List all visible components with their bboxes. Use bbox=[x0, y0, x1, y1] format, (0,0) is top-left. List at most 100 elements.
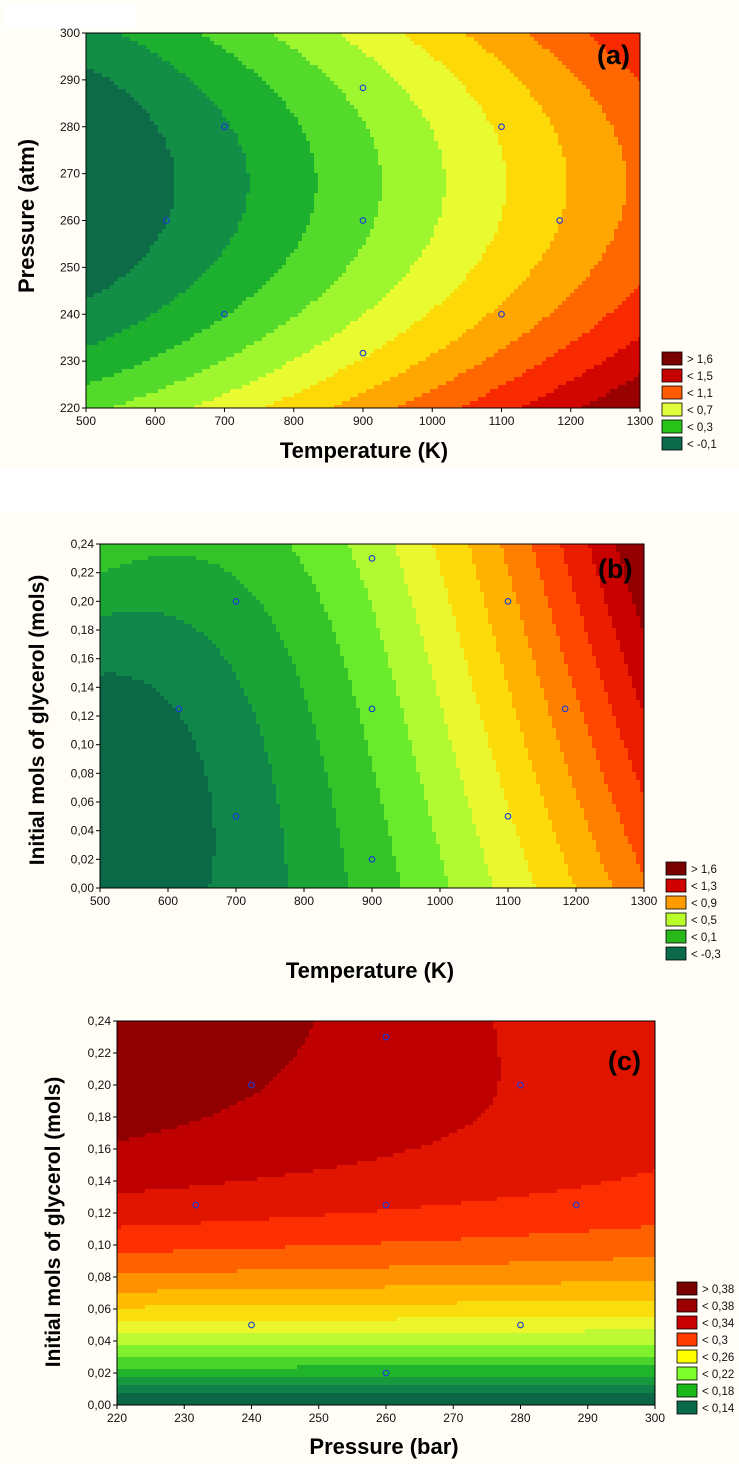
legend-label: < 0,9 bbox=[691, 898, 717, 910]
legend-swatch bbox=[665, 861, 687, 876]
legend-label: < 1,3 bbox=[691, 881, 717, 893]
legend-label: < 0,7 bbox=[687, 405, 713, 417]
design-point bbox=[359, 84, 367, 92]
y-tick-label: 0,20 bbox=[88, 1078, 112, 1092]
x-tick-label: 800 bbox=[284, 414, 304, 428]
x-tick-label: 600 bbox=[158, 894, 178, 908]
y-tick-label: 0,00 bbox=[71, 881, 95, 895]
legend-label: < 0,14 bbox=[702, 1403, 735, 1415]
x-tick-label: 1000 bbox=[419, 414, 446, 428]
x-tick-label: 900 bbox=[362, 894, 382, 908]
design-point bbox=[368, 855, 376, 863]
x-tick-label: 900 bbox=[353, 414, 373, 428]
legend-label: < 0,38 bbox=[702, 1301, 734, 1313]
x-tick-label: 1100 bbox=[495, 894, 521, 908]
legend-swatch bbox=[661, 351, 683, 366]
legend-swatch bbox=[665, 895, 687, 910]
x-axis-title: Temperature (K) bbox=[280, 438, 448, 463]
contour-plot-a: (a) 500 600 700 800 900 1000 1100 1200 1300 220 23… bbox=[0, 0, 739, 468]
y-tick-label: 0,06 bbox=[71, 795, 95, 809]
design-point bbox=[192, 1201, 200, 1209]
design-point bbox=[175, 705, 183, 713]
y-tick-label: 0,12 bbox=[71, 709, 95, 723]
y-tick-label: 270 bbox=[60, 167, 80, 181]
x-tick-label: 500 bbox=[90, 894, 110, 908]
x-tick-label: 300 bbox=[645, 1411, 665, 1425]
design-point bbox=[556, 217, 564, 224]
design-point bbox=[382, 1369, 390, 1377]
x-tick-label: 600 bbox=[145, 414, 165, 428]
x-tick-label: 1200 bbox=[563, 894, 590, 908]
legend-swatch bbox=[661, 385, 683, 400]
legend-swatch bbox=[676, 1281, 698, 1296]
y-tick-label: 0,04 bbox=[88, 1334, 112, 1348]
y-tick-label: 0,12 bbox=[88, 1206, 112, 1220]
design-point bbox=[368, 554, 376, 562]
legend-label: > 1,6 bbox=[687, 354, 713, 366]
y-tick-label: 260 bbox=[60, 214, 80, 228]
legend-label: < 0,34 bbox=[702, 1318, 735, 1330]
y-tick-label: 0,22 bbox=[71, 566, 95, 580]
design-point bbox=[561, 705, 569, 713]
y-tick-label: 0,14 bbox=[71, 680, 95, 694]
panel-label: (b) bbox=[598, 554, 632, 584]
legend-label: < -0,1 bbox=[687, 439, 717, 451]
x-axis-title: Temperature (K) bbox=[286, 958, 454, 983]
legend-label: > 1,6 bbox=[691, 864, 717, 876]
legend-swatch bbox=[661, 402, 683, 417]
legend-swatch bbox=[661, 368, 683, 383]
x-tick-label: 250 bbox=[309, 1411, 329, 1425]
y-tick-label: 0,18 bbox=[71, 623, 95, 637]
design-point bbox=[248, 1321, 255, 1329]
design-point bbox=[498, 123, 505, 131]
x-axis-title: Pressure (bar) bbox=[309, 1434, 458, 1459]
x-tick-label: 230 bbox=[174, 1411, 194, 1425]
contour-bands bbox=[100, 544, 645, 889]
x-tick-label: 800 bbox=[294, 894, 314, 908]
panel-label: (c) bbox=[608, 1046, 641, 1076]
y-tick-label: 0,14 bbox=[88, 1174, 112, 1188]
x-tick-label: 1300 bbox=[631, 894, 658, 908]
legend-swatch bbox=[676, 1298, 698, 1313]
x-tick-label: 1300 bbox=[627, 414, 654, 428]
contour-plot-b: (b) 500 600 700 800 900 1000 1100 1200 1300 0,00 0… bbox=[0, 512, 739, 986]
legend-swatch bbox=[676, 1383, 698, 1398]
legend-swatch bbox=[665, 929, 687, 944]
y-tick-label: 0,06 bbox=[88, 1302, 112, 1316]
design-point bbox=[221, 310, 228, 318]
y-tick-label: 0,16 bbox=[88, 1142, 112, 1156]
legend-label: < 0,22 bbox=[702, 1369, 734, 1381]
y-tick-label: 300 bbox=[60, 26, 80, 40]
design-point bbox=[232, 597, 240, 605]
design-point bbox=[498, 310, 505, 318]
legend-label: < -0,3 bbox=[691, 949, 721, 961]
x-tick-label: 700 bbox=[214, 414, 234, 428]
design-point bbox=[248, 1081, 255, 1089]
x-tick-label: 270 bbox=[443, 1411, 463, 1425]
y-tick-label: 250 bbox=[60, 260, 80, 274]
y-tick-label: 0,02 bbox=[71, 852, 95, 866]
design-point bbox=[382, 1201, 390, 1209]
x-tick-label: 240 bbox=[241, 1411, 261, 1425]
legend-label: < 0,1 bbox=[691, 932, 717, 944]
x-tick-label: 500 bbox=[76, 414, 96, 428]
contour-bands bbox=[86, 33, 641, 409]
legend-label: < 0,26 bbox=[702, 1352, 734, 1364]
y-tick-label: 0,24 bbox=[88, 1014, 112, 1028]
y-tick-label: 0,10 bbox=[71, 738, 95, 752]
x-tick-label: 1200 bbox=[557, 414, 584, 428]
design-point bbox=[382, 1033, 390, 1041]
y-axis-title: Initial mols of glycerol (mols) bbox=[42, 1077, 65, 1368]
design-point bbox=[517, 1081, 524, 1089]
legend-label: < 1,5 bbox=[687, 371, 713, 383]
design-point bbox=[572, 1201, 580, 1209]
chart-panel-c: (c) 220 230 240 250 260 270 280 290 300 0,00 0,02 0… bbox=[0, 986, 739, 1464]
contour-plot-c: (c) 220 230 240 250 260 270 280 290 300 0,00 0,02 0… bbox=[0, 986, 739, 1464]
design-point bbox=[221, 123, 228, 131]
design-point bbox=[504, 597, 512, 605]
legend-swatch bbox=[661, 436, 683, 451]
panel-label: (a) bbox=[597, 40, 630, 70]
legend-swatch bbox=[676, 1400, 698, 1415]
chart-panel-a: (a) 500 600 700 800 900 1000 1100 1200 1300 220 23… bbox=[0, 0, 739, 468]
x-tick-label: 700 bbox=[226, 894, 246, 908]
